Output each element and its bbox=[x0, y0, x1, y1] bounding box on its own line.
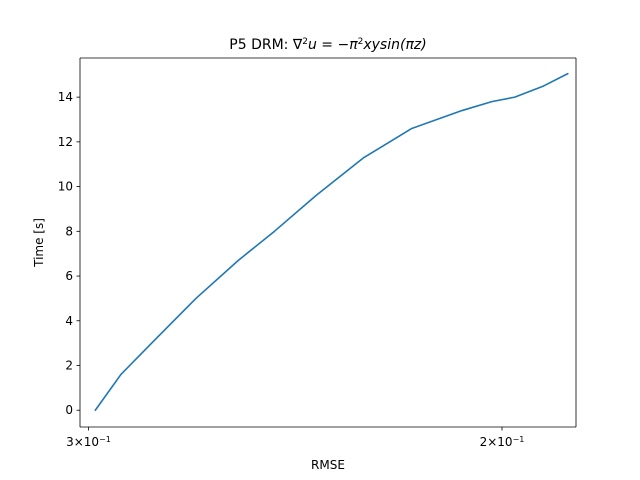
series-line bbox=[94, 72, 569, 412]
y-tick-label: 0 bbox=[65, 403, 73, 417]
y-tick-label: 10 bbox=[58, 180, 73, 194]
x-tick-label: 3×10−1 bbox=[66, 435, 111, 450]
x-axis-label: RMSE bbox=[311, 458, 345, 472]
y-ticks: 0 2 4 6 8 10 12 14 bbox=[58, 90, 80, 417]
y-tick-label: 8 bbox=[65, 224, 73, 238]
x-tick-label: 2×10−1 bbox=[480, 435, 525, 450]
y-tick-label: 4 bbox=[65, 314, 73, 328]
series-layer bbox=[94, 72, 569, 412]
plot-area bbox=[80, 58, 576, 427]
x-ticks: 3×10−1 2×10−1 bbox=[66, 427, 524, 449]
y-axis-label: Time [s] bbox=[32, 218, 46, 268]
y-tick-label: 14 bbox=[58, 90, 73, 104]
y-tick-label: 6 bbox=[65, 269, 73, 283]
chart-title: P5 DRM: ∇2u = −π2xysin(πz) bbox=[229, 37, 426, 53]
y-tick-label: 2 bbox=[65, 359, 73, 373]
y-tick-label: 12 bbox=[58, 135, 73, 149]
